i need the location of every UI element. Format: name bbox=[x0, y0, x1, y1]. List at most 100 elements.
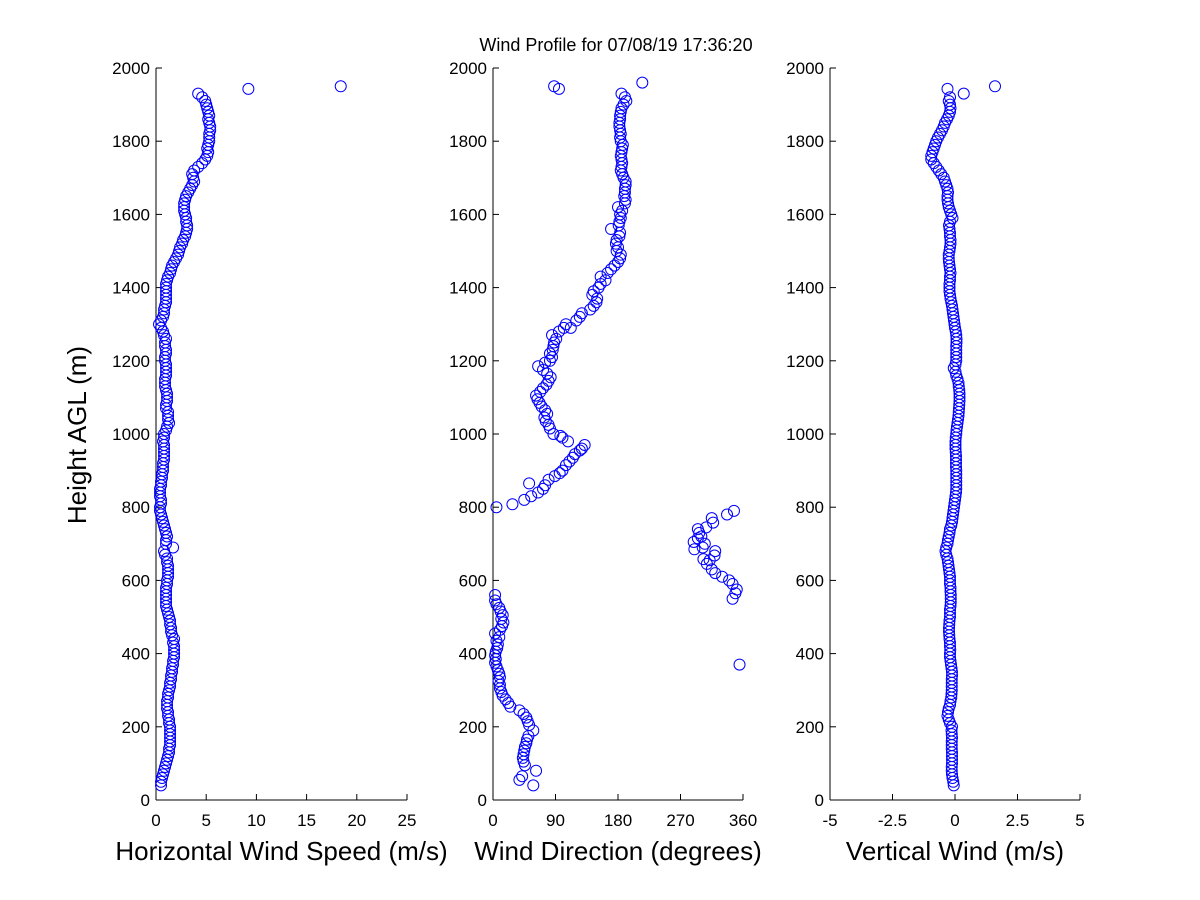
data-point-vertical bbox=[957, 87, 970, 100]
figure-title: Wind Profile for 07/08/19 17:36:20 bbox=[479, 35, 752, 55]
data-point-direction bbox=[709, 545, 722, 558]
y-tick-label-speed: 1400 bbox=[112, 279, 150, 298]
data-point-vertical bbox=[944, 91, 956, 104]
x-tick-label-vertical: -5 bbox=[822, 811, 837, 830]
y-tick-label-vertical: 200 bbox=[796, 718, 824, 737]
data-point-direction bbox=[559, 459, 572, 472]
data-point-direction bbox=[691, 523, 704, 536]
y-tick-label-direction: 1200 bbox=[449, 352, 487, 371]
x-tick-label-speed: 5 bbox=[201, 811, 210, 830]
data-point-speed bbox=[188, 164, 201, 177]
data-point-speed bbox=[242, 82, 255, 95]
data-point-direction bbox=[490, 634, 503, 647]
data-point-speed bbox=[199, 94, 212, 107]
data-point-direction bbox=[548, 80, 561, 93]
data-point-direction bbox=[703, 554, 716, 567]
x-axis-label-direction: Wind Direction (degrees) bbox=[474, 836, 762, 866]
panel-vertical: 0 200 400 600 800 1000 1200 1400 1600 1800 2000 -5 -… bbox=[786, 59, 1085, 866]
data-point-direction bbox=[619, 179, 632, 192]
data-point-direction bbox=[614, 212, 627, 225]
y-tick-label-speed: 1800 bbox=[112, 132, 150, 151]
data-point-direction bbox=[594, 270, 607, 283]
y-tick-label-speed: 400 bbox=[122, 645, 150, 664]
y-tick-label-speed: 200 bbox=[122, 718, 150, 737]
panel-speed: 0 200 400 600 800 1000 1200 1400 1600 1800 2000 0 5 1… bbox=[112, 59, 448, 866]
data-point-direction bbox=[697, 553, 710, 566]
data-point-direction bbox=[726, 578, 739, 591]
data-point-direction bbox=[516, 770, 529, 783]
data-point-direction bbox=[727, 504, 740, 517]
y-tick-label-direction: 1400 bbox=[449, 279, 487, 298]
data-point-direction bbox=[605, 263, 618, 276]
data-point-direction bbox=[614, 105, 627, 118]
data-point-vertical bbox=[941, 82, 954, 95]
data-point-direction bbox=[520, 711, 533, 724]
data-point-direction bbox=[609, 237, 622, 250]
data-point-direction bbox=[530, 764, 543, 777]
data-point-direction bbox=[534, 385, 547, 398]
data-point-direction bbox=[614, 109, 627, 122]
y-tick-label-vertical: 400 bbox=[796, 645, 824, 664]
y-tick-label-speed: 1000 bbox=[112, 425, 150, 444]
data-point-direction bbox=[578, 438, 591, 451]
data-point-direction bbox=[527, 779, 540, 792]
data-point-speed bbox=[192, 160, 205, 173]
data-point-vertical bbox=[942, 186, 954, 199]
data-point-direction bbox=[614, 248, 627, 261]
y-tick-label-speed: 2000 bbox=[112, 59, 150, 78]
x-tick-label-vertical: 0 bbox=[950, 811, 959, 830]
data-point-direction bbox=[554, 429, 567, 442]
y-tick-label-vertical: 1800 bbox=[786, 132, 824, 151]
data-point-direction bbox=[553, 467, 566, 480]
data-point-direction bbox=[705, 512, 718, 525]
data-point-direction bbox=[513, 773, 526, 786]
data-point-direction bbox=[716, 570, 729, 583]
data-point-direction bbox=[517, 707, 530, 720]
y-tick-label-direction: 1800 bbox=[449, 132, 487, 151]
x-tick-label-vertical: 2.5 bbox=[1006, 811, 1030, 830]
data-point-vertical bbox=[989, 80, 1001, 93]
data-point-vertical bbox=[942, 556, 954, 569]
data-point-direction bbox=[493, 631, 506, 644]
data-point-direction bbox=[688, 543, 701, 556]
data-point-direction bbox=[489, 589, 502, 602]
y-tick-label-speed: 0 bbox=[141, 791, 150, 810]
data-point-direction bbox=[530, 389, 543, 402]
data-point-direction bbox=[542, 473, 555, 486]
x-tick-label-direction: 0 bbox=[488, 811, 497, 830]
y-tick-label-vertical: 1600 bbox=[786, 205, 824, 224]
data-point-direction bbox=[610, 234, 623, 247]
data-point-direction bbox=[544, 371, 557, 384]
x-tick-label-direction: 180 bbox=[604, 811, 632, 830]
data-point-direction bbox=[520, 737, 533, 750]
x-tick-label-speed: 0 bbox=[151, 811, 160, 830]
data-point-direction bbox=[575, 442, 588, 455]
data-point-direction bbox=[525, 490, 538, 503]
data-point-direction bbox=[616, 204, 629, 217]
x-tick-label-direction: 270 bbox=[666, 811, 694, 830]
data-point-direction bbox=[489, 649, 502, 662]
y-tick-label-direction: 1600 bbox=[449, 205, 487, 224]
data-point-vertical bbox=[945, 724, 958, 737]
y-tick-label-speed: 1200 bbox=[112, 352, 150, 371]
x-tick-label-vertical: -2.5 bbox=[878, 811, 907, 830]
data-point-direction bbox=[721, 508, 734, 521]
data-point-direction bbox=[518, 744, 531, 757]
data-point-direction bbox=[543, 347, 556, 360]
data-point-direction bbox=[493, 671, 506, 684]
data-point-direction bbox=[707, 516, 720, 529]
data-point-direction bbox=[590, 296, 603, 309]
data-point-vertical bbox=[943, 526, 956, 539]
data-point-direction bbox=[517, 748, 530, 761]
data-point-direction bbox=[506, 498, 519, 511]
data-point-direction bbox=[618, 91, 631, 104]
data-point-direction bbox=[612, 201, 624, 214]
data-point-vertical bbox=[941, 709, 954, 722]
x-tick-label-speed: 10 bbox=[247, 811, 266, 830]
data-point-direction bbox=[700, 521, 713, 534]
data-point-direction bbox=[499, 693, 512, 706]
data-point-speed bbox=[158, 431, 171, 444]
data-point-vertical bbox=[943, 223, 956, 236]
